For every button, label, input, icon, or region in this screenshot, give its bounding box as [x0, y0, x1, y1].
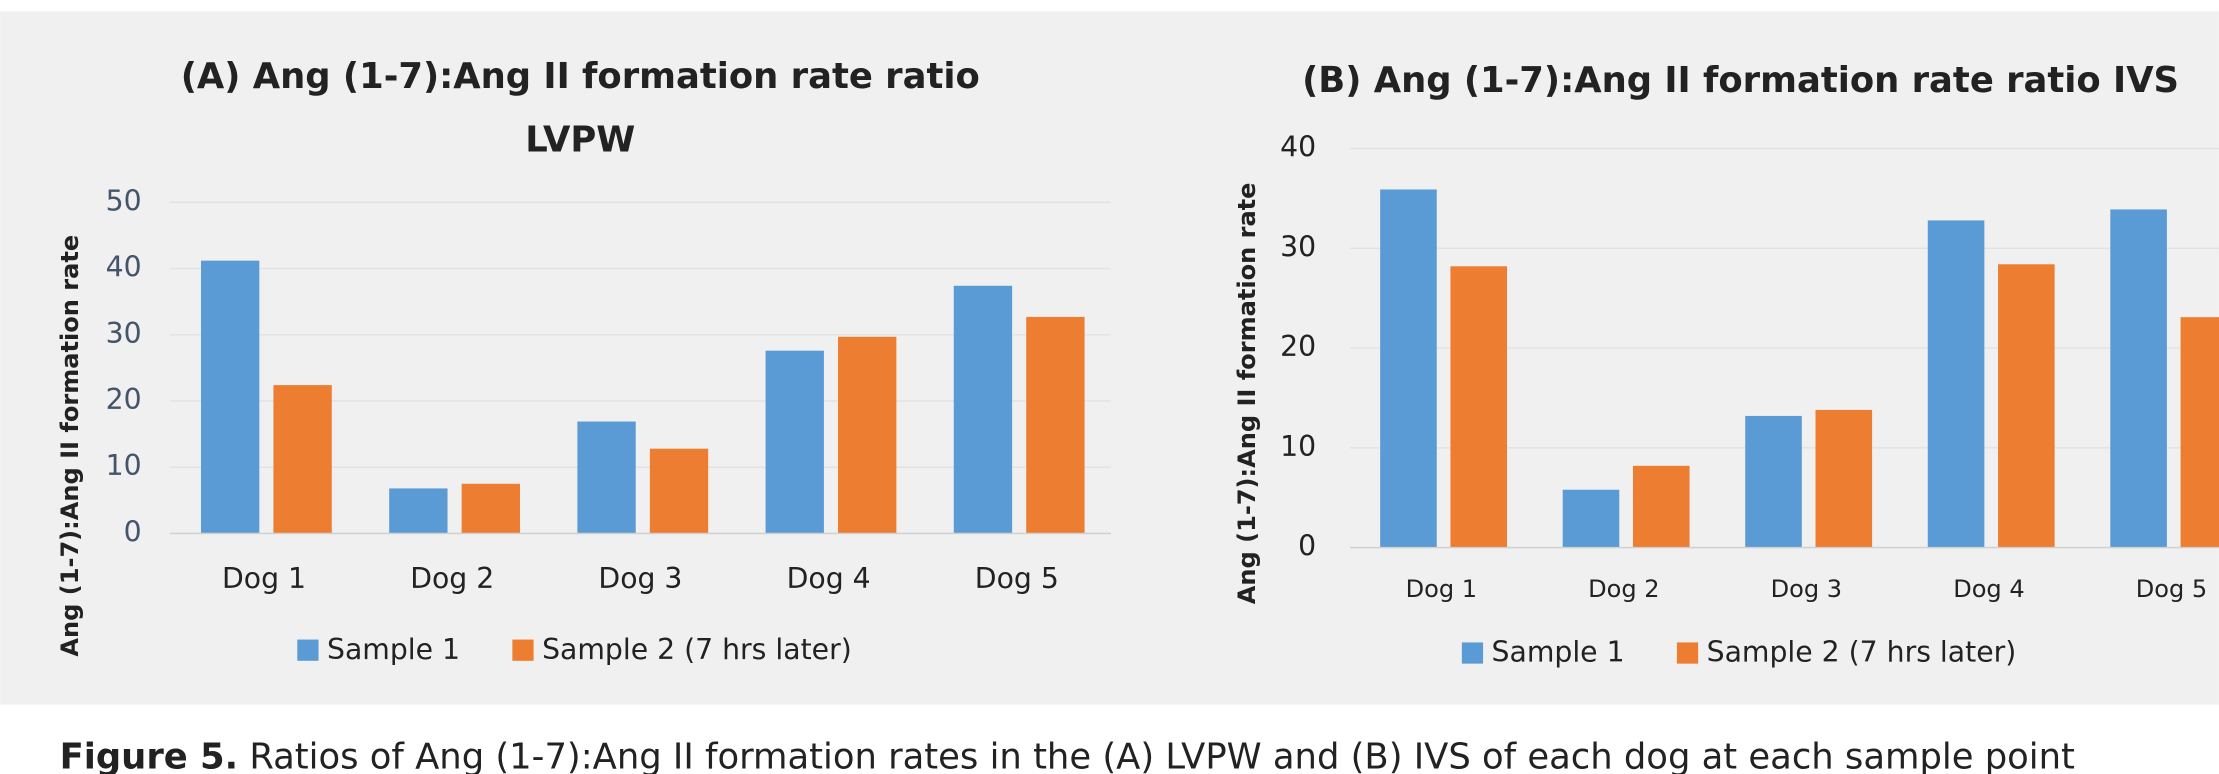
bar: [1927, 220, 1985, 548]
y-tick-label: 20: [1280, 330, 1316, 363]
chart-title: LVPW: [525, 119, 635, 160]
y-tick-label: 10: [106, 449, 142, 482]
y-tick-label: 10: [1280, 430, 1316, 463]
y-tick-label: 0: [124, 515, 142, 548]
x-tick-label: Dog 5: [2136, 575, 2207, 603]
chart-title: (B) Ang (1-7):Ang II formation rate rati…: [1302, 60, 2179, 101]
legend-swatch: [512, 639, 534, 661]
bar: [1450, 266, 1508, 548]
legend-swatch: [1461, 642, 1484, 664]
bar: [1745, 415, 1802, 548]
bar: [838, 336, 897, 534]
bar: [1562, 489, 1620, 548]
legend-swatch: [1676, 642, 1699, 664]
y-tick-label: 20: [106, 383, 142, 416]
bar: [200, 260, 260, 534]
x-tick-label: Dog 1: [222, 562, 306, 595]
legend-label: Sample 1: [327, 633, 460, 666]
bar: [2180, 317, 2219, 548]
x-tick-label: Dog 2: [1588, 575, 1659, 603]
x-tick-label: Dog 1: [1406, 575, 1477, 603]
legend-swatch: [297, 639, 319, 661]
y-tick-label: 0: [1298, 530, 1316, 563]
y-tick-label: 50: [106, 184, 142, 217]
legend-label: Sample 2 (7 hrs later): [1707, 636, 2017, 669]
bar: [1026, 316, 1085, 534]
bar: [649, 448, 709, 534]
x-tick-label: Dog 4: [1953, 575, 2024, 603]
bar: [1380, 189, 1437, 548]
x-tick-label: Dog 4: [787, 562, 871, 595]
legend-label: Sample 1: [1492, 636, 1625, 669]
bar: [1998, 264, 2055, 548]
x-tick-label: Dog 5: [975, 562, 1059, 595]
bar: [389, 488, 448, 534]
y-tick-label: 40: [106, 251, 142, 284]
bar: [953, 285, 1013, 534]
bar: [765, 350, 824, 534]
bar: [1815, 409, 1873, 548]
caption: Figure 5. Ratios of Ang (1-7):Ang II for…: [60, 736, 2075, 774]
caption-text: Ratios of Ang (1-7):Ang II formation rat…: [238, 736, 2075, 774]
y-tick-label: 30: [1280, 230, 1316, 263]
bar: [2110, 209, 2167, 548]
panel-background: [0, 11, 2219, 705]
bar: [273, 385, 332, 534]
y-axis-label: Ang (1-7):Ang II formation rate: [56, 235, 84, 657]
x-tick-label: Dog 3: [1771, 575, 1842, 603]
chart-title: (A) Ang (1-7):Ang II formation rate rati…: [181, 56, 980, 97]
bar: [461, 483, 520, 534]
y-axis-label: Ang (1-7):Ang II formation rate: [1233, 183, 1261, 605]
y-tick-label: 30: [106, 317, 142, 350]
y-tick-label: 40: [1280, 131, 1316, 164]
x-tick-label: Dog 2: [410, 562, 494, 595]
bar: [577, 421, 636, 534]
legend-label: Sample 2 (7 hrs later): [542, 633, 852, 666]
x-tick-label: Dog 3: [598, 562, 682, 595]
caption-label: Figure 5.: [60, 736, 239, 774]
bar: [1632, 465, 1690, 548]
